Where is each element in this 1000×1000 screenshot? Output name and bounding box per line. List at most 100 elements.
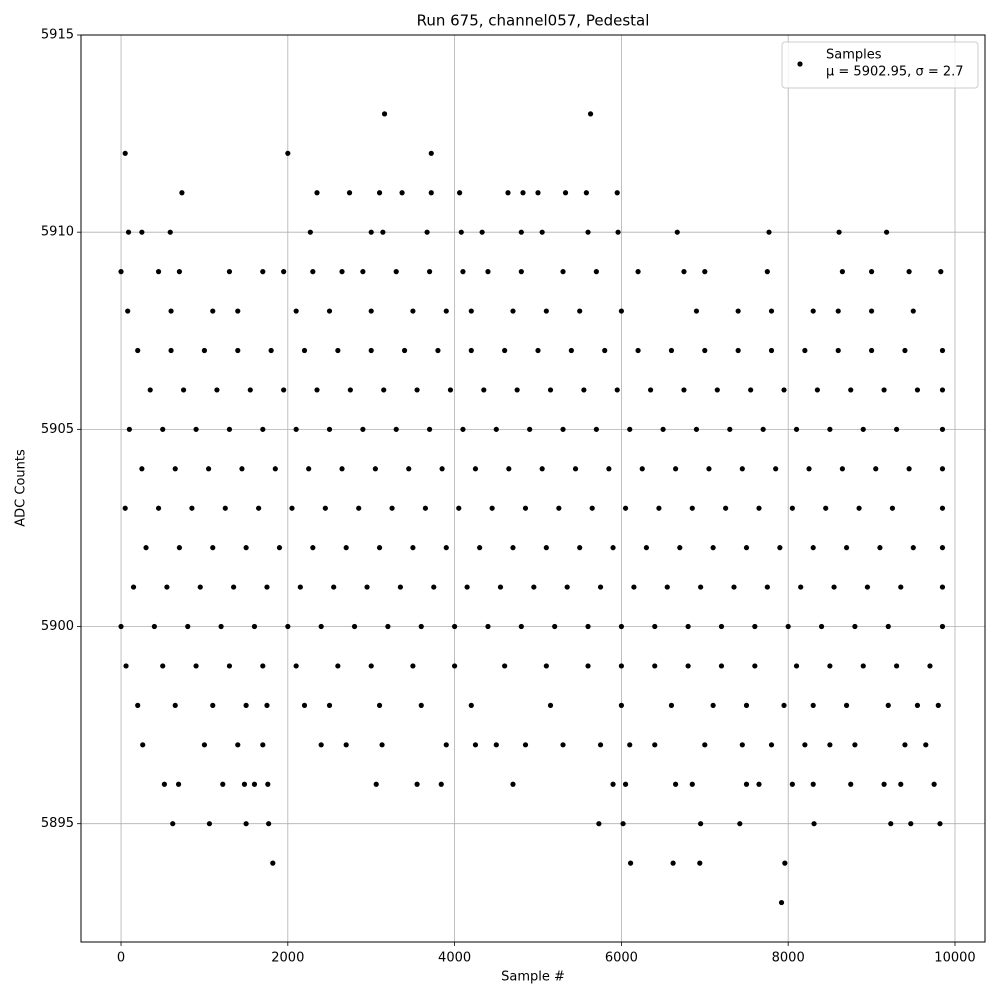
data-point [477, 545, 483, 551]
data-point [201, 742, 208, 748]
data-point [243, 702, 249, 708]
data-point [910, 308, 916, 314]
data-point [373, 781, 379, 787]
data-point [673, 466, 679, 472]
y-tick-label: 5895 [41, 816, 74, 831]
data-point [380, 229, 386, 235]
data-point [493, 426, 499, 432]
data-point [393, 426, 399, 432]
data-point [485, 623, 491, 630]
data-point [743, 702, 750, 708]
data-point [205, 466, 212, 472]
x-tick-label: 2000 [271, 951, 304, 966]
data-point [689, 505, 695, 511]
data-point [214, 387, 220, 393]
data-point [581, 387, 587, 393]
data-point [839, 269, 845, 275]
data-point [939, 426, 946, 432]
data-point [431, 584, 437, 590]
data-point [123, 663, 129, 669]
data-point [172, 702, 178, 708]
data-point [428, 190, 434, 196]
data-point [522, 742, 529, 748]
data-point [360, 269, 366, 275]
data-point [843, 545, 850, 551]
data-point [885, 702, 891, 708]
data-point [615, 229, 621, 235]
data-point [472, 466, 479, 472]
data-point [265, 781, 271, 787]
x-tick-label: 6000 [605, 951, 638, 966]
grid [81, 34, 985, 942]
data-point [848, 387, 854, 393]
data-point [597, 584, 604, 590]
data-point [596, 821, 602, 827]
data-point [814, 387, 820, 393]
data-point [706, 466, 712, 472]
data-point [518, 269, 524, 275]
data-point [264, 584, 270, 590]
data-point [697, 860, 703, 866]
y-tick-label: 5900 [41, 619, 74, 634]
data-point [435, 347, 441, 354]
data-point [660, 426, 666, 432]
data-point [877, 545, 883, 551]
data-point [764, 584, 770, 590]
data-point [914, 387, 921, 393]
data-point [424, 229, 430, 235]
data-point [346, 190, 353, 196]
data-point [597, 742, 604, 748]
data-point [760, 426, 766, 432]
data-point [122, 150, 128, 156]
data-point [293, 426, 299, 432]
data-point [614, 190, 620, 196]
points [118, 111, 946, 906]
data-point [906, 269, 912, 275]
data-point [368, 229, 374, 235]
data-point [270, 860, 276, 866]
data-point [226, 663, 233, 669]
data-point [460, 269, 466, 275]
data-point [418, 623, 424, 630]
data-point [614, 387, 620, 393]
x-tick-label: 4000 [438, 951, 471, 966]
data-point [868, 269, 875, 275]
legend-note: μ = 5902.95, σ = 2.7 [826, 65, 964, 80]
data-point [489, 505, 495, 511]
data-point [481, 387, 487, 393]
data-point [535, 347, 541, 354]
data-point [898, 781, 904, 787]
data-point [710, 545, 716, 551]
data-point [864, 584, 871, 590]
data-point [520, 190, 526, 196]
data-point [522, 505, 529, 511]
data-point [939, 347, 946, 354]
data-point [698, 821, 704, 827]
data-point [118, 623, 124, 630]
data-point [268, 347, 274, 354]
data-point [266, 821, 272, 827]
data-point [902, 742, 908, 748]
data-point [618, 702, 624, 708]
data-point [426, 426, 433, 432]
data-point [201, 347, 208, 354]
data-point [164, 584, 170, 590]
data-point [718, 663, 725, 669]
data-point [218, 623, 224, 630]
data-point [827, 742, 833, 748]
data-point [410, 308, 416, 314]
data-point [843, 702, 850, 708]
data-point [856, 505, 862, 511]
data-point [810, 545, 816, 551]
data-point [293, 308, 299, 314]
data-point [193, 426, 199, 432]
data-point [468, 702, 474, 708]
data-point [868, 347, 875, 354]
data-point [656, 505, 662, 511]
data-point [756, 505, 762, 511]
data-point [447, 387, 454, 393]
data-point [860, 663, 866, 669]
data-point [560, 742, 566, 748]
data-point [118, 269, 124, 275]
data-point [685, 623, 691, 630]
